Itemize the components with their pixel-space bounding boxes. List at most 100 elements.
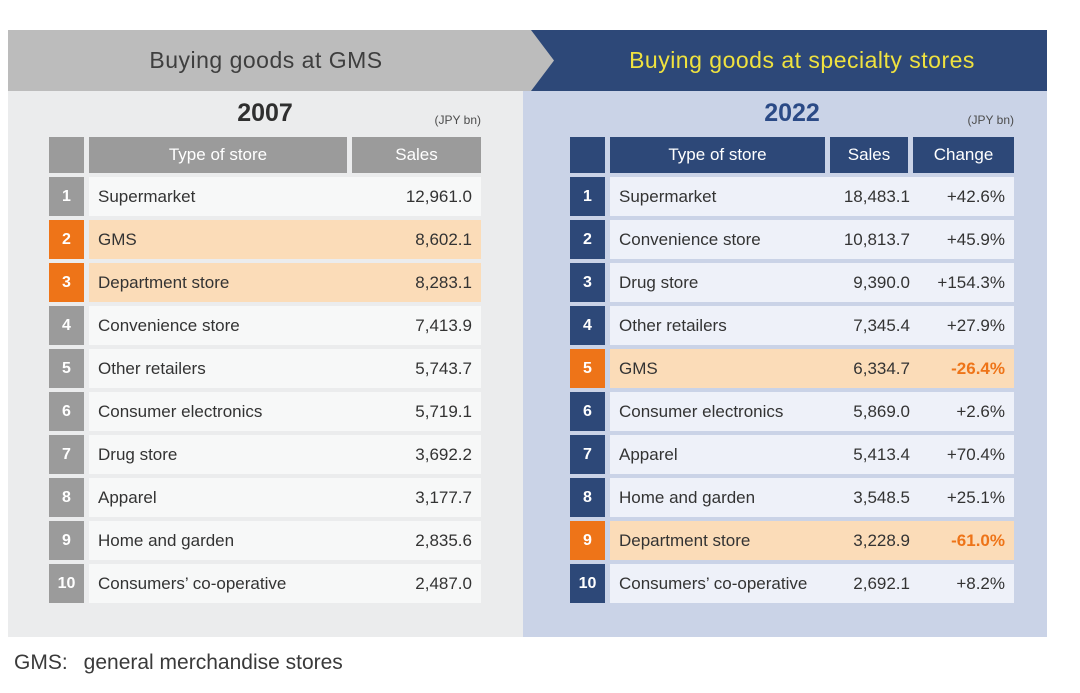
- row-strip: Drug store 9,390.0 +154.3%: [610, 263, 1014, 302]
- row-strip: Supermarket 18,483.1 +42.6%: [610, 177, 1014, 216]
- table-row-highlight: 5 GMS 6,334.7 -26.4%: [570, 349, 1014, 388]
- row-strip: Convenience store 10,813.7 +45.9%: [610, 220, 1014, 259]
- table-row: 9 Home and garden 2,835.6: [49, 521, 481, 560]
- type-cell: Supermarket: [619, 186, 717, 206]
- footnote-term: GMS:: [14, 651, 68, 674]
- type-cell: Convenience store: [619, 229, 761, 249]
- banner-gms-arrow: Buying goods at GMS: [8, 30, 554, 91]
- unit-label-right: (JPY bn): [967, 113, 1014, 127]
- change-cell: +25.1%: [946, 487, 1005, 507]
- type-cell: Department store: [98, 272, 230, 292]
- rank-badge: 5: [49, 349, 84, 388]
- type-cell: Drug store: [98, 444, 178, 464]
- type-cell: Department store: [619, 530, 751, 550]
- table-row-highlight: 2 GMS 8,602.1: [49, 220, 481, 259]
- row-strip: Apparel 5,413.4 +70.4%: [610, 435, 1014, 474]
- type-cell: Apparel: [619, 444, 678, 464]
- type-cell: GMS: [98, 229, 137, 249]
- row-strip: Department store 3,228.9 -61.0%: [610, 521, 1014, 560]
- row-strip: Home and garden 3,548.5 +25.1%: [610, 478, 1014, 517]
- rank-badge: 8: [49, 478, 84, 517]
- row-strip: Convenience store 7,413.9: [89, 306, 481, 345]
- table-2007-header: Type of store Sales: [49, 137, 481, 173]
- sales-cell: 5,413.4: [853, 444, 910, 464]
- table-row: 10 Consumers’ co-operative 2,487.0: [49, 564, 481, 603]
- row-strip: Supermarket 12,961.0: [89, 177, 481, 216]
- type-cell: GMS: [619, 358, 658, 378]
- change-cell: +45.9%: [946, 229, 1005, 249]
- type-cell: Apparel: [98, 487, 157, 507]
- header-change: Change: [913, 137, 1014, 173]
- table-2022-header: Type of store Sales Change: [570, 137, 1014, 173]
- sales-cell: 2,835.6: [415, 530, 472, 550]
- sales-cell: 18,483.1: [843, 186, 910, 206]
- row-strip: Other retailers 7,345.4 +27.9%: [610, 306, 1014, 345]
- sales-cell: 5,719.1: [415, 401, 472, 421]
- row-strip: Consumer electronics 5,869.0 +2.6%: [610, 392, 1014, 431]
- row-strip: GMS 8,602.1: [89, 220, 481, 259]
- type-cell: Drug store: [619, 272, 699, 292]
- unit-label-left: (JPY bn): [434, 113, 481, 127]
- sales-cell: 3,228.9: [853, 530, 910, 550]
- table-row: 8 Apparel 3,177.7: [49, 478, 481, 517]
- row-strip: GMS 6,334.7 -26.4%: [610, 349, 1014, 388]
- change-cell: +27.9%: [946, 315, 1005, 335]
- table-row: 8 Home and garden 3,548.5 +25.1%: [570, 478, 1014, 517]
- banner-gms-title: Buying goods at GMS: [149, 47, 383, 73]
- type-cell: Other retailers: [98, 358, 206, 378]
- sales-cell: 7,345.4: [853, 315, 910, 335]
- sales-cell: 12,961.0: [405, 186, 472, 206]
- table-row: 6 Consumer electronics 5,719.1: [49, 392, 481, 431]
- sales-cell: 5,743.7: [415, 358, 472, 378]
- sales-cell: 7,413.9: [415, 315, 472, 335]
- table-row: 7 Drug store 3,692.2: [49, 435, 481, 474]
- rank-badge: 1: [570, 177, 605, 216]
- sales-cell: 3,548.5: [853, 487, 910, 507]
- rank-badge: 6: [570, 392, 605, 431]
- header-rank-blank: [570, 137, 605, 173]
- type-cell: Consumers’ co-operative: [619, 573, 808, 593]
- year-title-2022: 2022: [764, 99, 820, 127]
- type-cell: Consumer electronics: [98, 401, 263, 421]
- change-cell: +42.6%: [946, 186, 1005, 206]
- rank-badge: 7: [570, 435, 605, 474]
- table-2022: Type of store Sales Change 1 Supermarket…: [570, 137, 1014, 607]
- table-row: 3 Drug store 9,390.0 +154.3%: [570, 263, 1014, 302]
- table-row-highlight: 9 Department store 3,228.9 -61.0%: [570, 521, 1014, 560]
- sales-cell: 2,487.0: [415, 573, 472, 593]
- change-cell-negative: -26.4%: [951, 358, 1005, 378]
- header-type-of-store: Type of store: [89, 137, 347, 173]
- table-row: 2 Convenience store 10,813.7 +45.9%: [570, 220, 1014, 259]
- row-strip: Other retailers 5,743.7: [89, 349, 481, 388]
- sales-cell: 8,602.1: [415, 229, 472, 249]
- table-row: 1 Supermarket 12,961.0: [49, 177, 481, 216]
- type-cell: Convenience store: [98, 315, 240, 335]
- table-row: 4 Convenience store 7,413.9: [49, 306, 481, 345]
- sales-cell: 2,692.1: [853, 573, 910, 593]
- gms-footnote: GMS: general merchandise stores: [14, 651, 343, 675]
- change-cell-negative: -61.0%: [951, 530, 1005, 550]
- change-cell: +8.2%: [956, 573, 1005, 593]
- rank-badge: 1: [49, 177, 84, 216]
- rank-badge: 3: [49, 263, 84, 302]
- rank-badge: 4: [49, 306, 84, 345]
- footnote-definition: general merchandise stores: [83, 651, 343, 674]
- type-cell: Consumers’ co-operative: [98, 573, 287, 593]
- table-2007: Type of store Sales 1 Supermarket 12,961…: [49, 137, 481, 607]
- sales-cell: 3,692.2: [415, 444, 472, 464]
- rank-badge: 4: [570, 306, 605, 345]
- change-cell: +154.3%: [937, 272, 1005, 292]
- sales-cell: 5,869.0: [853, 401, 910, 421]
- row-strip: Consumers’ co-operative 2,487.0: [89, 564, 481, 603]
- sales-cell: 9,390.0: [853, 272, 910, 292]
- table-row: 1 Supermarket 18,483.1 +42.6%: [570, 177, 1014, 216]
- banner-specialty-title: Buying goods at specialty stores: [629, 47, 975, 73]
- rank-badge: 5: [570, 349, 605, 388]
- rank-badge: 10: [570, 564, 605, 603]
- table-row: 6 Consumer electronics 5,869.0 +2.6%: [570, 392, 1014, 431]
- table-row: 10 Consumers’ co-operative 2,692.1 +8.2%: [570, 564, 1014, 603]
- type-cell: Home and garden: [98, 530, 235, 550]
- row-strip: Drug store 3,692.2: [89, 435, 481, 474]
- sales-cell: 3,177.7: [415, 487, 472, 507]
- rank-badge: 6: [49, 392, 84, 431]
